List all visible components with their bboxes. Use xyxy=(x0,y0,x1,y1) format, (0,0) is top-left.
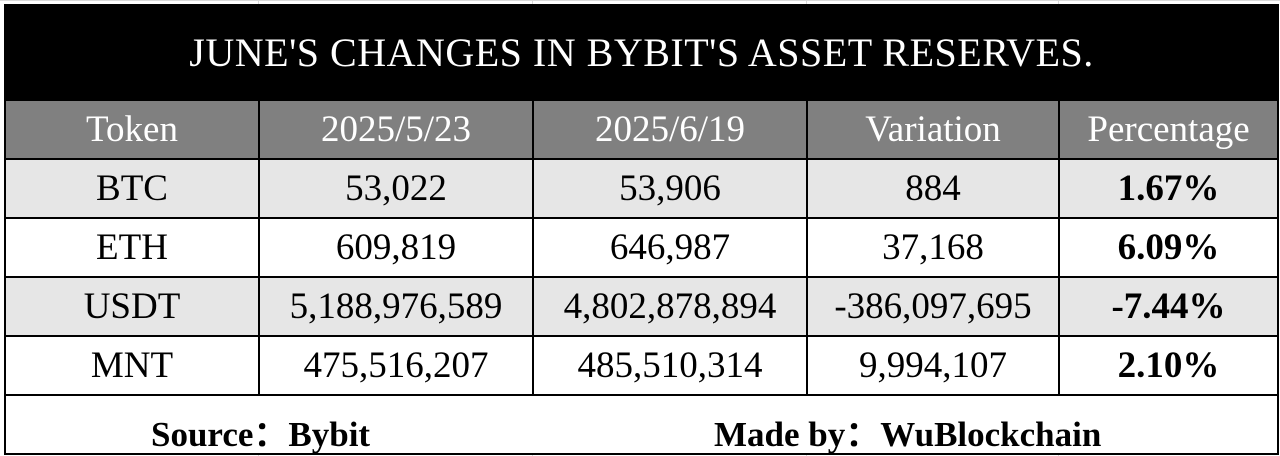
token-cell: MNT xyxy=(4,335,260,396)
footer-content: Source：Bybit Made by：WuBlockchain xyxy=(7,397,1276,454)
column-header-date-2: 2025/6/19 xyxy=(532,99,808,160)
percentage-cell: 2.10% xyxy=(1057,335,1280,396)
percentage-cell: -7.44% xyxy=(1057,276,1280,337)
table-row: MNT 475,516,207 485,510,314 9,994,107 2.… xyxy=(4,335,1280,396)
column-header-variation: Variation xyxy=(806,99,1060,160)
source-credit: Source：Bybit xyxy=(151,415,371,454)
column-header-token: Token xyxy=(4,99,260,160)
table-row: ETH 609,819 646,987 37,168 6.09% xyxy=(4,217,1280,278)
table-row: BTC 53,022 53,906 884 1.67% xyxy=(4,158,1280,219)
variation-cell: 9,994,107 xyxy=(806,335,1060,396)
reserve-cell-date-2: 485,510,314 xyxy=(532,335,808,396)
asset-reserves-table: JUNE'S CHANGES IN BYBIT'S ASSET RESERVES… xyxy=(3,4,1280,455)
header-row: Token 2025/5/23 2025/6/19 Variation Perc… xyxy=(4,99,1280,160)
reserve-cell-date-2: 646,987 xyxy=(532,217,808,278)
gridline xyxy=(0,0,1280,1)
percentage-cell: 6.09% xyxy=(1057,217,1280,278)
column-header-date-1: 2025/5/23 xyxy=(258,99,534,160)
column-header-percentage: Percentage xyxy=(1057,99,1280,160)
title-row: JUNE'S CHANGES IN BYBIT'S ASSET RESERVES… xyxy=(3,4,1280,101)
variation-cell: 884 xyxy=(806,158,1060,219)
footer-cell: Source：Bybit Made by：WuBlockchain xyxy=(3,394,1280,455)
token-cell: USDT xyxy=(4,276,260,337)
made-by-credit: Made by：WuBlockchain xyxy=(714,415,1102,454)
reserve-cell-date-2: 53,906 xyxy=(532,158,808,219)
percentage-cell: 1.67% xyxy=(1057,158,1280,219)
reserve-cell-date-1: 53,022 xyxy=(258,158,534,219)
variation-cell: 37,168 xyxy=(806,217,1060,278)
variation-cell: -386,097,695 xyxy=(806,276,1060,337)
reserve-cell-date-1: 609,819 xyxy=(258,217,534,278)
reserve-cell-date-2: 4,802,878,894 xyxy=(532,276,808,337)
footer-row: Source：Bybit Made by：WuBlockchain xyxy=(3,394,1280,455)
token-cell: ETH xyxy=(4,217,260,278)
table-title: JUNE'S CHANGES IN BYBIT'S ASSET RESERVES… xyxy=(3,4,1280,101)
token-cell: BTC xyxy=(4,158,260,219)
reserve-cell-date-1: 5,188,976,589 xyxy=(258,276,534,337)
reserve-cell-date-1: 475,516,207 xyxy=(258,335,534,396)
table-row: USDT 5,188,976,589 4,802,878,894 -386,09… xyxy=(4,276,1280,337)
